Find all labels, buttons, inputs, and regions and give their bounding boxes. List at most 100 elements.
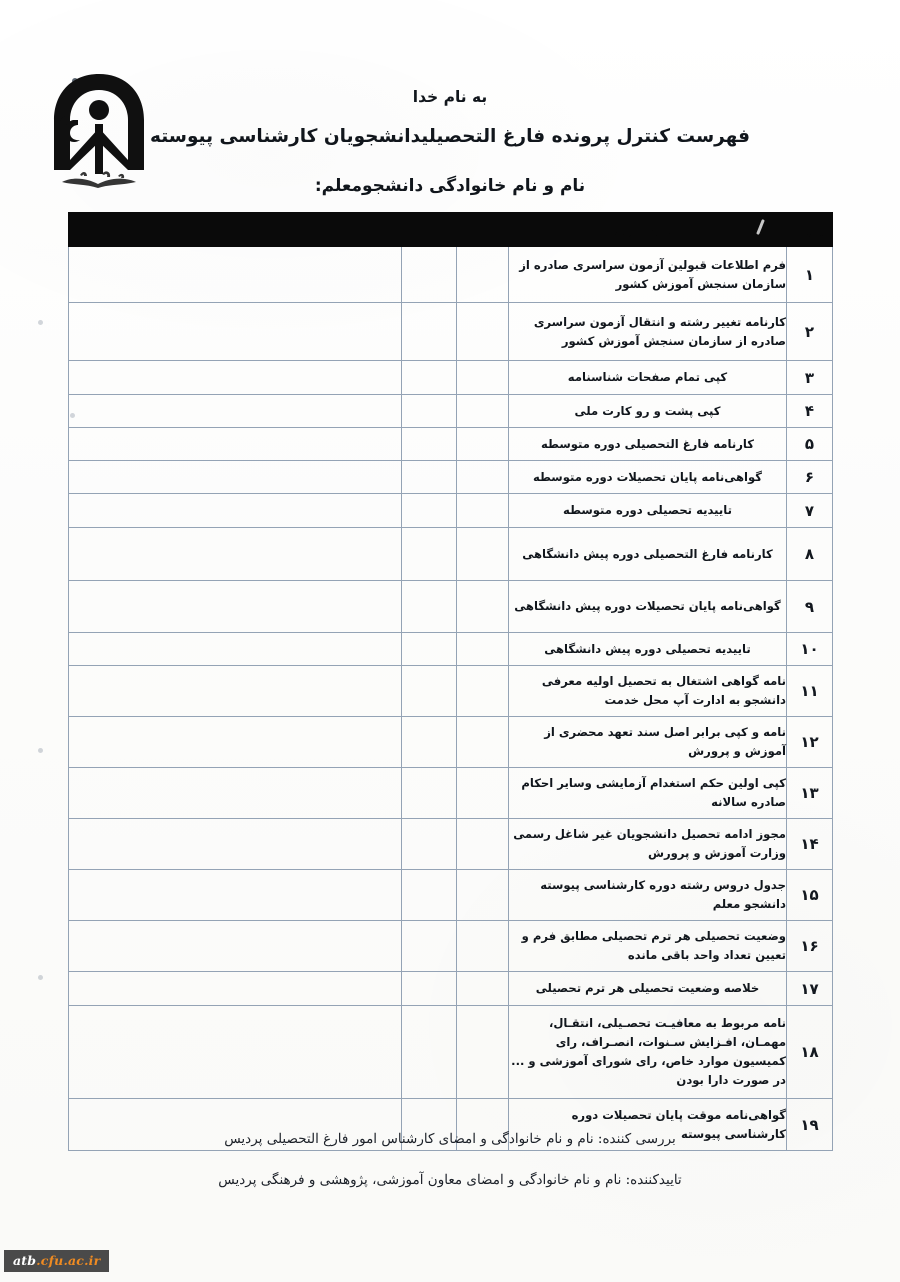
row-number: ۲ [786, 302, 833, 361]
source-watermark: atb.cfu.ac.ir [4, 1250, 110, 1272]
table-row: ۱۲ نامه و کپی برابر اصل سند تعهد محضری ا… [68, 716, 833, 768]
row-field-b[interactable] [401, 716, 457, 768]
row-description: کارنامه تغییر رشته و انتقال آزمون سراسری… [508, 302, 787, 361]
row-field-b[interactable] [401, 580, 457, 633]
row-field-c[interactable] [68, 665, 402, 717]
row-field-b[interactable] [401, 302, 457, 361]
row-field-a[interactable] [456, 427, 509, 461]
checklist-body: ۱ فرم اطلاعات قبولین آزمون سراسری صادره … [68, 246, 833, 1151]
row-field-c[interactable] [68, 869, 402, 921]
row-number: ۱ [786, 246, 833, 303]
row-field-a[interactable] [456, 360, 509, 395]
row-field-a[interactable] [456, 767, 509, 819]
table-row: ۱۰ تاییدیه تحصیلی دوره پیش دانشگاهی [68, 632, 833, 666]
row-field-b[interactable] [401, 360, 457, 395]
row-field-b[interactable] [401, 665, 457, 717]
row-field-c[interactable] [68, 360, 402, 395]
page-title: فهرست کنترل پرونده فارغ التحصیلیدانشجویا… [149, 126, 751, 147]
table-row: ۱۴ مجوز ادامه تحصیل دانشجویان غیر شاغل ر… [68, 818, 833, 870]
row-field-a[interactable] [456, 246, 509, 303]
row-description: مجوز ادامه تحصیل دانشجویان غیر شاغل رسمی… [508, 818, 787, 870]
row-field-a[interactable] [456, 1005, 509, 1099]
row-field-a[interactable] [456, 632, 509, 666]
row-field-b[interactable] [401, 767, 457, 819]
row-field-c[interactable] [68, 971, 402, 1006]
scan-artifact-dot [38, 320, 43, 325]
row-description: فرم اطلاعات قبولین آزمون سراسری صادره از… [508, 246, 787, 303]
table-header-row: ردیف عنوان مدرک [68, 212, 833, 247]
row-description: کارنامه فارغ التحصیلی دوره پیش دانشگاهی [508, 527, 787, 581]
header-cell-col-a [456, 212, 509, 247]
row-number: ۱۶ [786, 920, 833, 972]
row-field-a[interactable] [456, 971, 509, 1006]
row-field-a[interactable] [456, 716, 509, 768]
row-field-a[interactable] [456, 527, 509, 581]
checklist-table: ردیف عنوان مدرک ۱ فرم اط [68, 212, 833, 1151]
row-field-c[interactable] [68, 716, 402, 768]
row-field-b[interactable] [401, 493, 457, 528]
table-row: ۴ کپی پشت و رو کارت ملی [68, 394, 833, 428]
table-row: ۱۷ خلاصه وضعیت تحصیلی هر ترم تحصیلی [68, 971, 833, 1006]
table-row: ۷ تاییدیه تحصیلی دوره متوسطه [68, 493, 833, 528]
row-description: جدول دروس رشته دوره کارشناسی پیوسته دانش… [508, 869, 787, 921]
row-field-c[interactable] [68, 394, 402, 428]
row-field-c[interactable] [68, 493, 402, 528]
row-field-a[interactable] [456, 394, 509, 428]
row-field-a[interactable] [456, 580, 509, 633]
row-field-c[interactable] [68, 246, 402, 303]
row-description: گواهی‌نامه موقت پایان تحصیلات دوره کارشن… [508, 1098, 787, 1151]
row-field-a[interactable] [456, 460, 509, 494]
row-field-a[interactable] [456, 818, 509, 870]
table-row: ۲ کارنامه تغییر رشته و انتقال آزمون سراس… [68, 302, 833, 361]
table-row: ۳ کپی تمام صفحات شناسنامه [68, 360, 833, 395]
row-field-b[interactable] [401, 1098, 457, 1151]
row-field-b[interactable] [401, 427, 457, 461]
row-field-c[interactable] [68, 920, 402, 972]
row-description: نامه مربوط به معافیـت تحصـیلی، انتقـال، … [508, 1005, 787, 1099]
row-field-a[interactable] [456, 302, 509, 361]
row-field-c[interactable] [68, 302, 402, 361]
row-field-b[interactable] [401, 971, 457, 1006]
row-field-c[interactable] [68, 527, 402, 581]
row-field-c[interactable] [68, 427, 402, 461]
table-row: ۱۸ نامه مربوط به معافیـت تحصـیلی، انتقـا… [68, 1005, 833, 1099]
row-field-b[interactable] [401, 460, 457, 494]
table-row: ۱۶ وضعیت تحصیلی هر ترم تحصیلی مطابق فرم … [68, 920, 833, 972]
row-description: کپی اولین حکم استغدام آزمایشی وسایر احکا… [508, 767, 787, 819]
table-row: ۹ گواهی‌نامه پایان تحصیلات دوره پیش دانش… [68, 580, 833, 633]
row-field-c[interactable] [68, 1098, 402, 1151]
row-field-a[interactable] [456, 920, 509, 972]
header-cell-title: عنوان مدرک [508, 212, 787, 247]
row-field-b[interactable] [401, 527, 457, 581]
row-field-b[interactable] [401, 394, 457, 428]
row-field-c[interactable] [68, 632, 402, 666]
table-row: ۱۱ نامه گواهی اشتغال به تحصیل اولیه معرف… [68, 665, 833, 717]
table-row: ۱۵ جدول دروس رشته دوره کارشناسی پیوسته د… [68, 869, 833, 921]
row-field-a[interactable] [456, 869, 509, 921]
row-field-a[interactable] [456, 493, 509, 528]
watermark-prefix: atb [13, 1253, 37, 1268]
row-field-c[interactable] [68, 818, 402, 870]
row-field-c[interactable] [68, 580, 402, 633]
row-field-a[interactable] [456, 1098, 509, 1151]
row-field-b[interactable] [401, 1005, 457, 1099]
row-number: ۱۳ [786, 767, 833, 819]
row-field-c[interactable] [68, 1005, 402, 1099]
row-field-c[interactable] [68, 767, 402, 819]
row-field-b[interactable] [401, 632, 457, 666]
table-row: ۱ فرم اطلاعات قبولین آزمون سراسری صادره … [68, 246, 833, 303]
row-description: کپی پشت و رو کارت ملی [508, 394, 787, 428]
row-field-b[interactable] [401, 869, 457, 921]
row-number: ۵ [786, 427, 833, 461]
row-description: کپی تمام صفحات شناسنامه [508, 360, 787, 395]
row-field-b[interactable] [401, 818, 457, 870]
row-field-b[interactable] [401, 920, 457, 972]
row-number: ۱۸ [786, 1005, 833, 1099]
row-description: تاییدیه تحصیلی دوره پیش دانشگاهی [508, 632, 787, 666]
header-cell-index: ردیف [786, 212, 833, 247]
row-field-a[interactable] [456, 665, 509, 717]
table-row: ۱۹ گواهی‌نامه موقت پایان تحصیلات دوره کا… [68, 1098, 833, 1151]
row-field-c[interactable] [68, 460, 402, 494]
row-field-b[interactable] [401, 246, 457, 303]
row-number: ۱۴ [786, 818, 833, 870]
